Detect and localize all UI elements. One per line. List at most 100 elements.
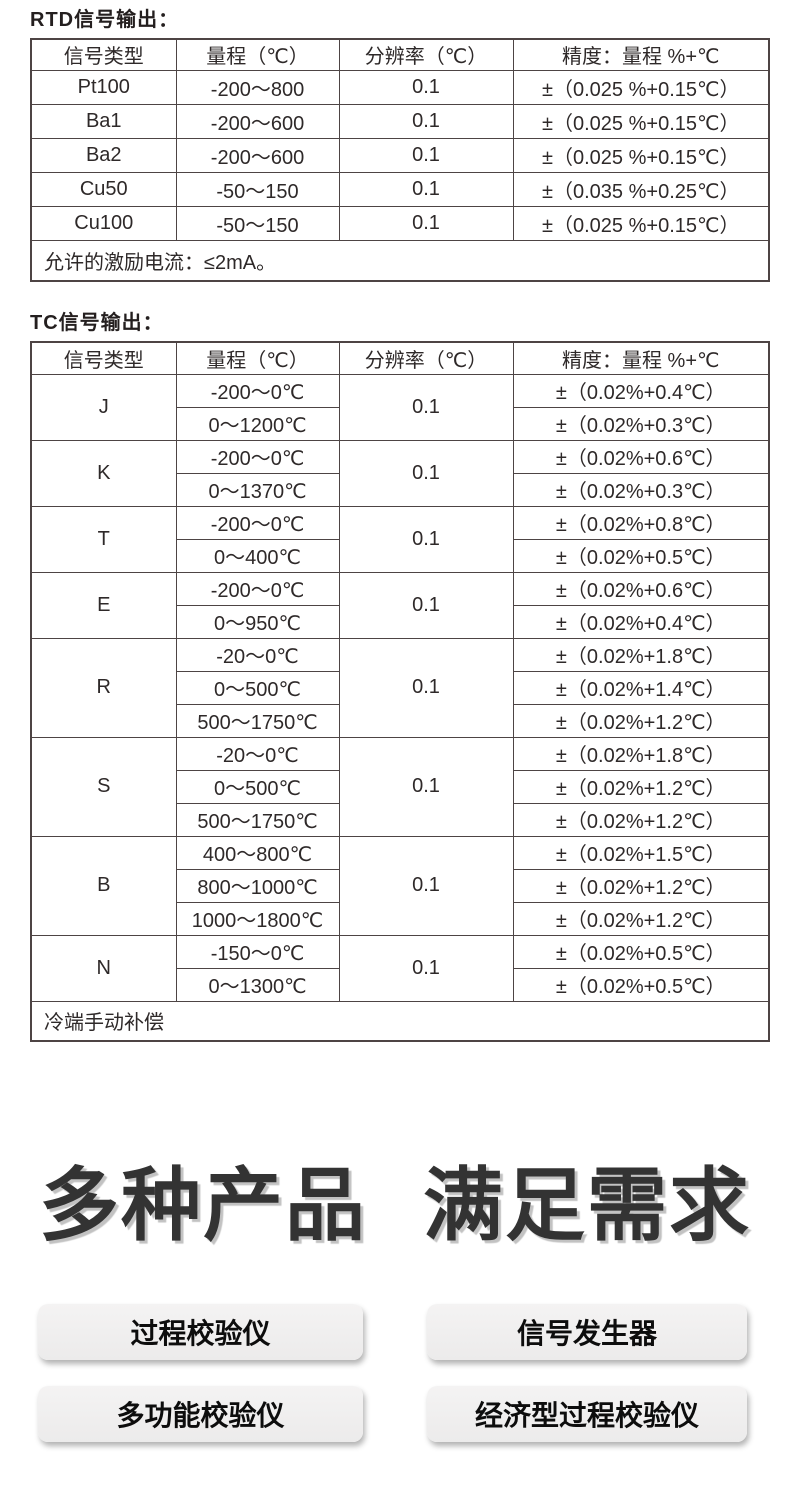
cell-signal-type: Cu100 [30, 205, 177, 241]
table-row: Ba1 -200～600 0.1 ±（0.025 %+0.15℃） [30, 103, 770, 139]
table-row: Pt100 -200～800 0.1 ±（0.025 %+0.15℃） [30, 69, 770, 105]
spec-page: RTD信号输出： 信号类型 量程（℃） 分辨率（℃） 精度：量程 %+℃ Pt100-… [30, 9, 790, 1442]
cell-range: -200～0℃ [175, 373, 340, 408]
cell-signal-type: R [30, 637, 177, 738]
table-footer-row: 允许的激励电流：≤2mA。 [30, 239, 770, 282]
column-header: 量程（℃） [175, 341, 340, 375]
table-row: 500～1750℃ ±（0.02%+1.2℃） [31, 802, 770, 837]
product-button-3[interactable]: 多功能校验仪 [38, 1386, 363, 1442]
cell-range: -50～150 [175, 171, 340, 207]
cell-accuracy: ±（0.02%+1.8℃） [512, 736, 770, 771]
cell-resolution: 0.1 [338, 439, 514, 507]
cell-range: -200～0℃ [175, 505, 340, 540]
cell-resolution: 0.1 [338, 637, 514, 738]
cell-signal-type: N [30, 934, 177, 1002]
tc-section-title: TC信号输出： [30, 312, 164, 334]
table-row: Cu100 -50～150 0.1 ±（0.025 %+0.15℃） [30, 205, 770, 241]
table-row: T -200～0℃ 0.1 ±（0.02%+0.8℃） [30, 505, 770, 573]
cell-accuracy: ±（0.02%+1.2℃） [512, 802, 770, 837]
cell-accuracy: ±（0.02%+0.5℃） [512, 538, 770, 573]
column-header: 分辨率（℃） [338, 38, 514, 71]
cell-range: 1000～1800℃ [175, 901, 340, 936]
cell-accuracy: ±（0.02%+0.4℃） [512, 604, 770, 639]
cell-accuracy: ±（0.02%+0.6℃） [512, 439, 770, 474]
rtd-head-row: 信号类型 量程（℃） 分辨率（℃） 精度：量程 %+℃ [30, 38, 770, 71]
table-footer-row: 冷端手动补偿 [30, 1000, 770, 1042]
promo-heading-part2: 满足需求 [423, 1161, 751, 1250]
table-row: E -200～0℃ 0.1 ±（0.02%+0.6℃） [30, 571, 770, 639]
table-row: 0～1200℃ ±（0.02%+0.3℃） [31, 406, 770, 441]
table-row: 500～1750℃ ±（0.02%+1.2℃） [31, 703, 770, 738]
table-row: 0～1370℃ ±（0.02%+0.3℃） [31, 472, 770, 507]
cell-range: -20～0℃ [175, 637, 340, 672]
cell-accuracy: ±（0.025 %+0.15℃） [512, 205, 770, 241]
cell-range: 0～500℃ [175, 670, 340, 705]
cell-resolution: 0.1 [338, 69, 514, 105]
column-header: 信号类型 [30, 341, 177, 375]
cell-resolution: 0.1 [338, 571, 514, 639]
cell-accuracy: ±（0.02%+0.5℃） [512, 967, 770, 1002]
table-row: 0～1300℃ ±（0.02%+0.5℃） [31, 967, 770, 1002]
cell-accuracy: ±（0.02%+1.8℃） [512, 637, 770, 672]
cell-range: -200～600 [175, 103, 340, 139]
table-row: K -200～0℃ 0.1 ±（0.02%+0.6℃） [30, 439, 770, 507]
column-header: 分辨率（℃） [338, 341, 514, 375]
cell-resolution: 0.1 [338, 934, 514, 1002]
table-row: 0～950℃ ±（0.02%+0.4℃） [31, 604, 770, 639]
cell-range: 0～400℃ [175, 538, 340, 573]
cell-signal-type: Ba2 [30, 137, 177, 173]
tc-table-body: J -200～0℃ 0.1 ±（0.02%+0.4℃） 0～1200℃ ±（0.02%+0… [30, 373, 770, 1042]
cell-range: 0～1300℃ [175, 967, 340, 1002]
cell-signal-type: J [30, 373, 177, 441]
table-row: 0～500℃ ±（0.02%+1.4℃） [31, 670, 770, 705]
cell-resolution: 0.1 [338, 736, 514, 837]
cell-resolution: 0.1 [338, 835, 514, 936]
rtd-table-body: Pt100 -200～800 0.1 ±（0.025 %+0.15℃） Ba1 -200～… [30, 69, 770, 282]
column-header: 量程（℃） [175, 38, 340, 71]
cell-accuracy: ±（0.025 %+0.15℃） [512, 103, 770, 139]
cell-range: -50～150 [175, 205, 340, 241]
cell-resolution: 0.1 [338, 171, 514, 207]
cell-accuracy: ±（0.02%+0.3℃） [512, 472, 770, 507]
tc-head-row: 信号类型 量程（℃） 分辨率（℃） 精度：量程 %+℃ [30, 341, 770, 375]
cell-range: -20～0℃ [175, 736, 340, 771]
cell-range: 500～1750℃ [175, 802, 340, 837]
cell-range: 0～1200℃ [175, 406, 340, 441]
cell-signal-type: Ba1 [30, 103, 177, 139]
cell-accuracy: ±（0.02%+1.4℃） [512, 670, 770, 705]
column-header: 精度：量程 %+℃ [512, 341, 770, 375]
product-button-1[interactable]: 过程校验仪 [38, 1304, 363, 1360]
table-row: Cu50 -50～150 0.1 ±（0.035 %+0.25℃） [30, 171, 770, 207]
cell-range: 0～1370℃ [175, 472, 340, 507]
column-header: 信号类型 [30, 38, 177, 71]
table-footer-note: 冷端手动补偿 [30, 1000, 770, 1042]
table-footer-note: 允许的激励电流：≤2mA。 [30, 239, 770, 282]
table-row: 0～400℃ ±（0.02%+0.5℃） [31, 538, 770, 573]
cell-range: -150～0℃ [175, 934, 340, 969]
product-button-4[interactable]: 经济型过程校验仪 [427, 1386, 747, 1442]
column-header: 精度：量程 %+℃ [512, 38, 770, 71]
cell-accuracy: ±（0.02%+0.6℃） [512, 571, 770, 606]
promo-heading-part1: 多种产品 [39, 1161, 367, 1250]
table-row: 1000～1800℃ ±（0.02%+1.2℃） [31, 901, 770, 936]
cell-signal-type: T [30, 505, 177, 573]
cell-accuracy: ±（0.02%+1.2℃） [512, 901, 770, 936]
cell-accuracy: ±（0.02%+0.5℃） [512, 934, 770, 969]
cell-signal-type: E [30, 571, 177, 639]
product-button-2[interactable]: 信号发生器 [427, 1304, 747, 1360]
cell-accuracy: ±（0.02%+1.5℃） [512, 835, 770, 870]
cell-signal-type: Pt100 [30, 69, 177, 105]
cell-resolution: 0.1 [338, 103, 514, 139]
cell-range: -200～0℃ [175, 439, 340, 474]
cell-range: 500～1750℃ [175, 703, 340, 738]
cell-accuracy: ±（0.02%+0.8℃） [512, 505, 770, 540]
cell-resolution: 0.1 [338, 505, 514, 573]
table-row: N -150～0℃ 0.1 ±（0.02%+0.5℃） [30, 934, 770, 1002]
product-buttons: 过程校验仪 信号发生器多功能校验仪 经济型过程校验仪 [38, 1304, 790, 1442]
cell-signal-type: B [30, 835, 177, 936]
cell-range: -200～600 [175, 137, 340, 173]
cell-range: 800～1000℃ [175, 868, 340, 903]
cell-resolution: 0.1 [338, 205, 514, 241]
cell-range: -200～0℃ [175, 571, 340, 606]
table-row: S -20～0℃ 0.1 ±（0.02%+1.8℃） [30, 736, 770, 837]
